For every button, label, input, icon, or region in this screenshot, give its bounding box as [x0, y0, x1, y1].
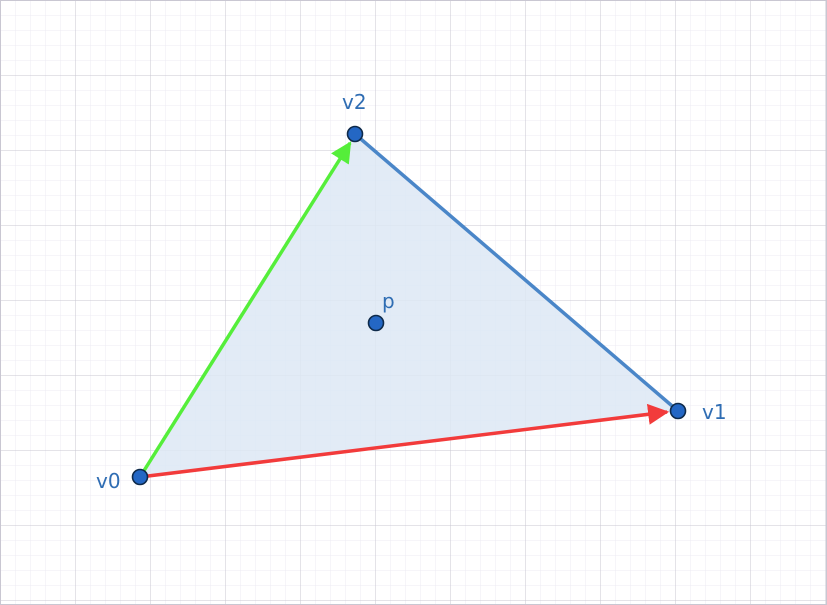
label-v2: v2: [342, 90, 367, 114]
vector-v0-v2: [138, 141, 352, 478]
label-v0: v0: [96, 469, 121, 493]
vertex-v0: [131, 468, 149, 486]
vertex-v1: [669, 402, 687, 420]
triangle-area: [140, 134, 678, 477]
vector-v0-v1: [139, 403, 670, 479]
edge-v1-v2: [353, 132, 680, 413]
point-p: [367, 314, 385, 332]
vertex-v2: [346, 125, 364, 143]
label-p: p: [382, 289, 395, 313]
label-v1: v1: [702, 400, 727, 424]
